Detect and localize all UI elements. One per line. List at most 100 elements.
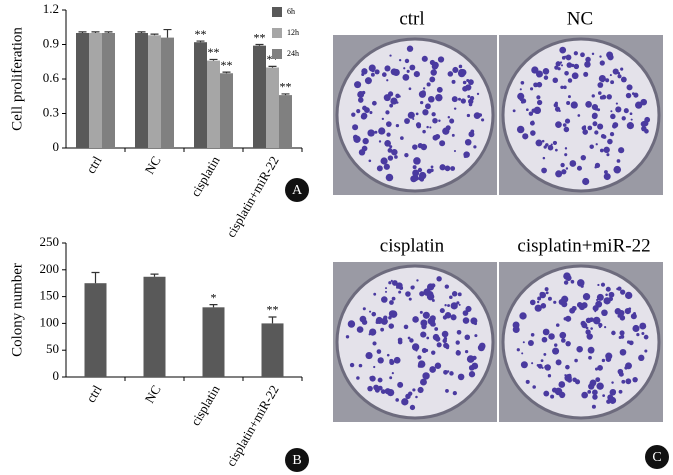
colony xyxy=(620,289,626,295)
colony xyxy=(422,129,426,134)
colony xyxy=(410,175,418,183)
colony xyxy=(600,282,606,287)
colony xyxy=(618,389,623,394)
colony xyxy=(543,390,550,397)
colony xyxy=(420,101,424,105)
y-tick-label: 200 xyxy=(40,261,60,276)
colony xyxy=(452,390,457,396)
colony xyxy=(581,391,588,399)
y-tick-label: 0.6 xyxy=(43,70,60,85)
colony xyxy=(618,147,625,154)
colony xyxy=(611,381,614,384)
colony xyxy=(444,284,450,289)
colony xyxy=(462,310,469,316)
bar xyxy=(89,33,102,148)
colony xyxy=(577,114,581,117)
colony xyxy=(601,358,606,363)
colony xyxy=(369,111,373,115)
x-tick-label: cisplatin+miR-22 xyxy=(223,153,282,239)
colony xyxy=(609,131,615,137)
colony xyxy=(462,317,470,324)
bar xyxy=(202,307,225,377)
colony xyxy=(381,296,388,303)
colony xyxy=(606,153,610,157)
colony xyxy=(449,295,453,300)
colony xyxy=(559,331,567,339)
colony xyxy=(594,130,599,135)
colony xyxy=(436,342,442,348)
colony xyxy=(463,151,470,158)
colony xyxy=(457,97,462,101)
colony xyxy=(446,370,450,373)
photo-caption: cisplatin+miR-22 xyxy=(517,235,650,256)
colony xyxy=(451,96,458,103)
colony xyxy=(597,364,603,371)
colony xyxy=(535,308,538,311)
colony xyxy=(621,379,626,384)
colony xyxy=(547,374,552,378)
colony xyxy=(550,143,553,146)
bar xyxy=(194,42,207,149)
colony xyxy=(420,319,428,327)
colony xyxy=(554,343,558,347)
colony xyxy=(565,54,572,61)
colony xyxy=(441,330,449,338)
colony xyxy=(369,375,376,382)
colony xyxy=(601,79,605,83)
colony xyxy=(416,279,419,282)
error-bar xyxy=(91,31,100,33)
colony xyxy=(512,109,516,113)
colony xyxy=(422,109,429,116)
colony xyxy=(558,381,566,388)
colony xyxy=(585,101,592,108)
colony xyxy=(604,298,608,302)
colony xyxy=(473,145,477,149)
colony xyxy=(436,86,443,93)
colony xyxy=(598,74,606,83)
colony xyxy=(571,72,579,80)
colony xyxy=(552,347,560,355)
colony xyxy=(640,98,648,106)
colony xyxy=(599,148,604,153)
colony xyxy=(470,317,478,325)
colony xyxy=(403,67,406,70)
colony xyxy=(541,167,547,174)
colony xyxy=(562,123,567,127)
colony xyxy=(619,330,625,336)
colony xyxy=(543,75,549,80)
error-bar xyxy=(78,31,87,33)
colony xyxy=(354,81,362,89)
colony xyxy=(362,307,366,311)
dish xyxy=(335,37,495,193)
colony xyxy=(394,155,398,159)
colony xyxy=(415,122,422,128)
colony xyxy=(455,340,460,345)
colony xyxy=(385,287,388,290)
colony xyxy=(539,291,546,299)
colony xyxy=(439,164,446,171)
colony xyxy=(618,310,625,316)
colony xyxy=(555,121,562,128)
colony xyxy=(410,285,415,290)
colony xyxy=(591,52,595,56)
colony xyxy=(368,159,372,163)
colony xyxy=(458,303,461,306)
colony xyxy=(431,298,435,302)
colony xyxy=(402,73,410,81)
colony xyxy=(520,100,525,104)
colony xyxy=(564,374,572,382)
colony xyxy=(442,315,448,320)
colony xyxy=(540,359,544,363)
panel-label: A xyxy=(292,183,303,198)
colony xyxy=(520,361,528,369)
colony xyxy=(621,116,626,121)
colony xyxy=(404,58,410,64)
colony xyxy=(522,341,525,344)
colony xyxy=(574,358,578,363)
colony xyxy=(601,309,608,317)
colony xyxy=(573,63,580,70)
colony xyxy=(406,45,414,52)
colony xyxy=(580,154,587,161)
colony xyxy=(561,338,566,343)
